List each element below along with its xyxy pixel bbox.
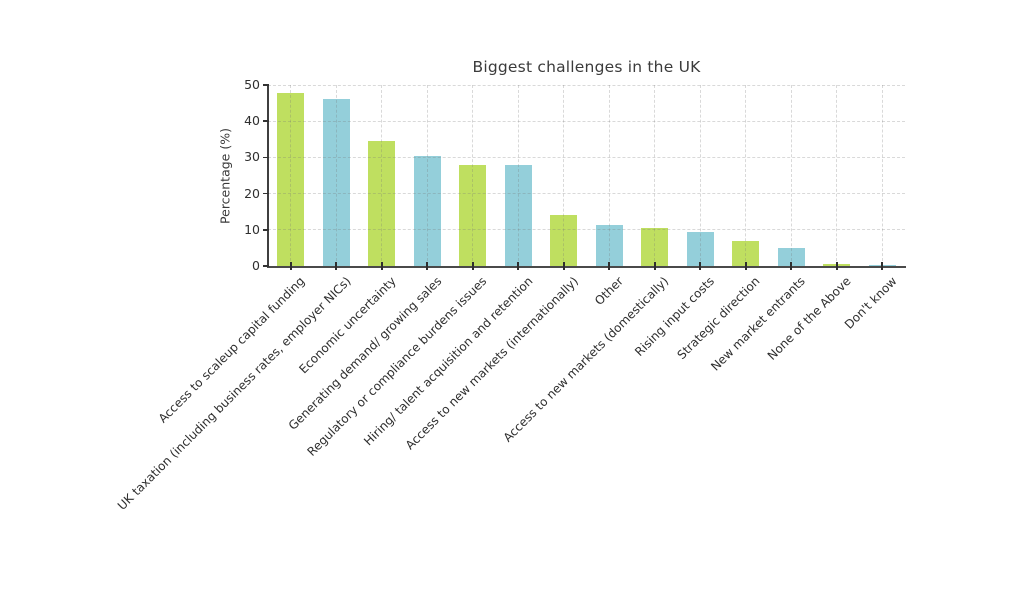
x-tick (471, 262, 474, 270)
y-tick-50 (263, 84, 269, 86)
y-tick-label: 0 (252, 258, 260, 273)
y-tick-label: 40 (244, 113, 260, 129)
v-gridline (699, 85, 701, 266)
x-tick-label: Access to new markets (domestically) (500, 274, 672, 445)
y-tick-30 (263, 156, 269, 159)
v-gridline (745, 85, 747, 266)
x-tick-label: None of the Above (764, 274, 854, 363)
x-tick-label: Strategic direction (674, 274, 763, 363)
chart-bar (277, 92, 305, 266)
y-tick-40 (263, 120, 269, 122)
y-tick-label: 20 (244, 185, 260, 201)
chart-bar (595, 225, 623, 266)
x-tick (335, 262, 338, 270)
chart-bar (322, 99, 350, 266)
h-gridline-50 (268, 84, 905, 86)
h-gridline-10 (268, 229, 905, 231)
x-tick-label: Rising input costs (632, 274, 718, 359)
chart-bar (641, 228, 669, 266)
v-gridline (881, 85, 883, 266)
h-gridline-20 (268, 193, 905, 195)
h-gridline-40 (268, 120, 905, 122)
x-tick (744, 262, 747, 270)
chart-bar (368, 141, 396, 266)
chart-bar (550, 214, 578, 266)
x-tick (380, 262, 383, 270)
x-tick-label: Access to new markets (internationally) (402, 274, 581, 453)
y-tick-label: 30 (244, 149, 260, 165)
y-axis-label: Percentage (%) (217, 128, 233, 224)
chart-bar (459, 164, 487, 266)
x-tick (426, 262, 429, 270)
x-tick (289, 262, 292, 270)
v-gridline (790, 85, 792, 266)
x-axis-spine (267, 265, 906, 268)
v-gridline (426, 85, 428, 266)
v-gridline (517, 85, 519, 266)
x-tick (562, 262, 565, 270)
y-axis-spine (267, 85, 269, 267)
y-tick-0 (263, 265, 269, 267)
chart-bar (732, 241, 760, 266)
x-tick (790, 262, 793, 270)
x-tick (608, 262, 611, 270)
chart-bar (686, 232, 714, 266)
x-tick (881, 262, 884, 270)
v-gridline (290, 85, 292, 266)
v-gridline (654, 85, 656, 266)
chart-title: Biggest challenges in the UK (472, 58, 701, 76)
y-tick-20 (263, 192, 269, 195)
chart-bar (413, 156, 441, 266)
h-gridline-30 (268, 156, 905, 158)
chart-bar (777, 247, 805, 266)
v-gridline (608, 85, 610, 266)
chart-bar (504, 165, 532, 266)
v-gridline (381, 85, 383, 266)
plot-area (267, 84, 906, 268)
y-tick-10 (263, 229, 269, 231)
x-tick (835, 262, 838, 270)
y-tick-label: 50 (244, 77, 260, 92)
v-gridline (836, 85, 838, 266)
x-tick-label: Hiring/ talent acquisition and retention (360, 274, 536, 449)
x-tick (653, 262, 656, 270)
x-tick-label: Other (592, 274, 627, 308)
x-tick (699, 262, 702, 270)
y-tick-label: 10 (244, 221, 260, 237)
v-gridline (335, 85, 337, 266)
v-gridline (472, 85, 474, 266)
v-gridline (563, 85, 565, 266)
x-tick (517, 262, 520, 270)
